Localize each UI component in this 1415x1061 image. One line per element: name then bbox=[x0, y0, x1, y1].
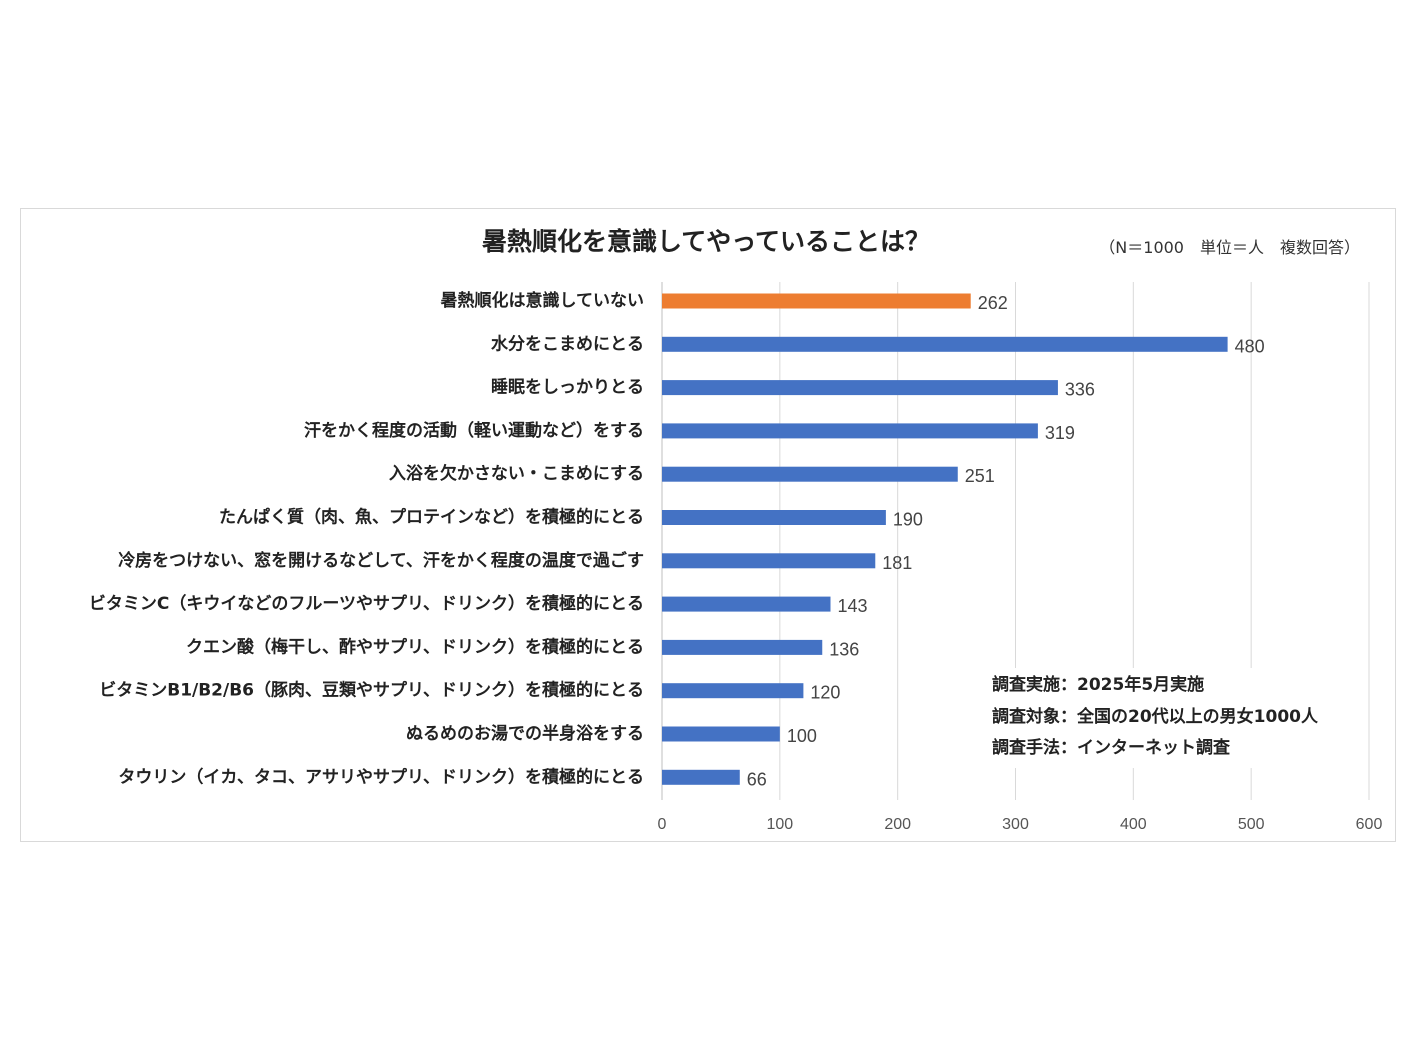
chart-title: 暑熱順化を意識してやっていることは？ bbox=[482, 227, 930, 256]
bar bbox=[662, 510, 886, 525]
category-label: ビタミンC（キウイなどのフルーツやサプリ、ドリンク）を積極的にとる bbox=[89, 593, 644, 614]
data-label: 181 bbox=[882, 553, 912, 573]
bar bbox=[662, 380, 1058, 396]
category-label: 入浴を欠かさない・こまめにする bbox=[389, 463, 644, 484]
chart-subtitle: （N＝1000 単位＝人 複数回答） bbox=[1099, 238, 1360, 257]
data-label: 66 bbox=[747, 769, 767, 789]
annotation-box bbox=[985, 668, 1345, 768]
x-tick-label: 600 bbox=[1356, 816, 1383, 833]
x-tick-label: 400 bbox=[1120, 816, 1147, 833]
bar bbox=[662, 553, 876, 569]
chart-frame bbox=[20, 208, 1396, 842]
x-tick-label: 200 bbox=[884, 816, 911, 833]
bar bbox=[662, 423, 1038, 439]
data-label: 262 bbox=[978, 293, 1008, 313]
bar bbox=[662, 683, 804, 699]
category-label: たんぱく質（肉、魚、プロテインなど）を積極的にとる bbox=[219, 507, 644, 528]
annotation-date: 調査実施：2025年5月実施 bbox=[992, 674, 1204, 695]
data-label: 120 bbox=[810, 683, 840, 703]
data-label: 143 bbox=[838, 596, 868, 616]
category-label: ぬるめのお湯での半身浴をする bbox=[406, 723, 644, 744]
category-label: ビタミンB1/B2/B6（豚肉、豆類やサプリ、ドリンク）を積極的にとる bbox=[99, 680, 644, 701]
category-label: タウリン（イカ、タコ、アサリやサプリ、ドリンク）を積極的にとる bbox=[118, 766, 644, 787]
data-label: 100 bbox=[787, 726, 817, 746]
x-tick-label: 300 bbox=[1002, 816, 1029, 833]
data-label: 336 bbox=[1065, 380, 1095, 400]
bar bbox=[662, 466, 958, 482]
data-label: 190 bbox=[893, 510, 923, 530]
category-label: 暑熱順化は意識していない bbox=[441, 290, 645, 311]
data-label: 251 bbox=[965, 466, 995, 486]
data-label: 319 bbox=[1045, 423, 1075, 443]
x-tick-label: 500 bbox=[1238, 816, 1265, 833]
category-label: クエン酸（梅干し、酢やサプリ、ドリンク）を積極的にとる bbox=[186, 636, 644, 657]
bar bbox=[662, 639, 823, 655]
data-label: 480 bbox=[1235, 336, 1265, 356]
bar bbox=[662, 293, 971, 309]
bar bbox=[662, 596, 831, 612]
bar bbox=[662, 769, 740, 785]
x-tick-label: 100 bbox=[766, 816, 793, 833]
bar bbox=[662, 336, 1228, 352]
x-tick-label: 0 bbox=[658, 816, 667, 833]
category-label: 冷房をつけない、窓を開けるなどして、汗をかく程度の温度で過ごす bbox=[118, 550, 644, 571]
category-label: 水分をこまめにとる bbox=[491, 333, 644, 354]
data-label: 136 bbox=[829, 639, 859, 659]
category-label: 汗をかく程度の活動（軽い運動など）をする bbox=[304, 420, 644, 441]
annotation-target: 調査対象：全国の20代以上の男女1000人 bbox=[992, 706, 1319, 727]
category-label: 睡眠をしっかりとる bbox=[491, 377, 644, 398]
bar bbox=[662, 726, 780, 742]
annotation-method: 調査手法：インターネット調査 bbox=[992, 737, 1231, 758]
